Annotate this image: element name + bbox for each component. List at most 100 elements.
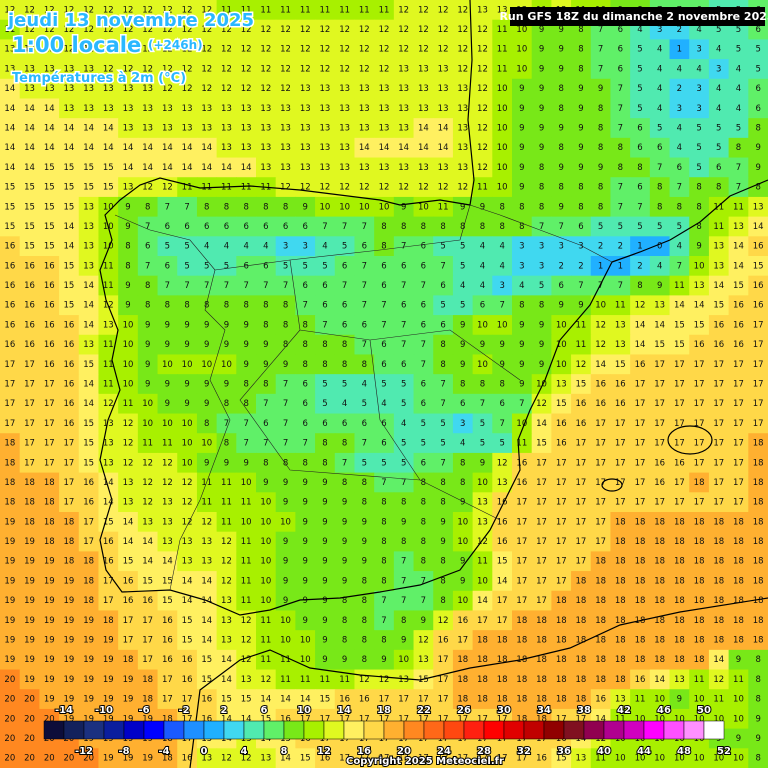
temp-value: 11 [241,537,252,547]
temp-value: 16 [339,695,350,705]
temp-value: 18 [713,616,724,626]
temp-value: 7 [421,360,426,370]
temp-value: 9 [578,124,583,134]
temp-value: 14 [201,163,212,173]
colorbar-swatch [443,720,465,740]
temp-value: 19 [44,655,55,665]
colorbar-swatch [123,720,145,740]
temp-cell [610,196,631,218]
temp-cell [19,78,40,99]
temp-value: 13 [300,163,311,173]
temp-cell [334,137,355,159]
temp-value: 15 [556,399,567,409]
temp-value: 9 [401,517,406,527]
temp-value: 7 [598,281,603,291]
temp-value: 10 [497,124,508,134]
temp-value: 13 [260,104,271,114]
temp-cell [531,177,552,198]
temp-value: 9 [559,163,564,173]
temp-value: 14 [4,124,15,134]
temp-value: 6 [637,143,642,153]
temp-value: 18 [615,517,626,527]
temp-value: 16 [615,399,626,409]
temp-value: 17 [713,380,724,390]
temp-value: 9 [283,498,288,508]
temp-value: 14 [64,143,75,153]
temp-value: 17 [64,458,75,468]
temp-value: 10 [497,320,508,330]
temp-value: 8 [539,183,544,193]
temp-value: 10 [654,695,665,705]
temp-cell [649,157,671,178]
temp-value: 9 [755,714,760,724]
temp-value: 2 [637,261,642,271]
temp-value: 13 [674,675,685,685]
temp-value: 18 [753,498,764,508]
temp-value: 19 [4,576,15,586]
temp-value: 14 [398,143,409,153]
temp-value: 9 [184,399,189,409]
temp-value: 12 [182,478,193,488]
temp-value: 13 [241,143,252,153]
temp-value: 17 [635,478,646,488]
temp-cell [295,39,316,60]
temp-value: 13 [477,498,488,508]
temp-value: 16 [162,636,173,646]
temp-value: 9 [322,537,327,547]
colorbar-label: 38 [577,705,591,716]
temp-value: 13 [83,202,94,212]
temp-cell [748,157,768,178]
temp-value: 11 [241,576,252,586]
colorbar-swatch [703,720,725,740]
temp-value: 10 [733,714,744,724]
temp-value: 8 [362,636,367,646]
temp-value: 16 [595,380,606,390]
colorbar-label: 52 [717,746,731,757]
temp-value: 11 [300,675,311,685]
temp-value: 5 [598,222,603,232]
temp-value: 8 [381,576,386,586]
temp-value: 15 [24,202,35,212]
temp-value: 16 [64,360,75,370]
temp-value: 19 [64,675,75,685]
colorbar-label: 14 [337,705,351,716]
temp-value: 16 [635,360,646,370]
temp-value: 10 [733,695,744,705]
temp-value: 4 [499,242,504,252]
temp-value: 10 [339,202,350,212]
temp-value: 18 [536,616,547,626]
temp-value: 17 [635,498,646,508]
temp-value: 18 [516,675,527,685]
temp-cell [256,0,277,21]
temp-value: 5 [637,64,642,74]
temp-value: 9 [303,576,308,586]
temp-value: 8 [243,301,248,311]
temp-value: 8 [322,360,327,370]
temp-value: 16 [182,655,193,665]
temp-value: 13 [280,124,291,134]
temp-value: 10 [142,399,153,409]
temp-cell [177,39,198,60]
temp-value: 17 [44,419,55,429]
temp-value: 2 [598,242,603,252]
temp-value: 17 [753,340,764,350]
temp-cell [374,19,395,40]
temp-cell [610,137,631,159]
time-title: 1:00 locale [12,33,141,57]
temp-value: 7 [618,183,623,193]
temp-value: 12 [477,45,488,55]
temp-value: 17 [595,498,606,508]
temp-value: 17 [4,360,15,370]
temp-cell [98,177,119,198]
temp-value: 9 [322,596,327,606]
temp-cell [0,157,21,178]
temp-value: 13 [201,124,212,134]
temp-cell [59,216,80,237]
temp-value: 11 [635,695,646,705]
temp-value: 13 [162,124,173,134]
temp-value: 9 [440,537,445,547]
temp-value: 3 [559,242,564,252]
temp-value: 9 [539,143,544,153]
temp-value: 14 [379,143,390,153]
temp-value: 10 [201,439,212,449]
